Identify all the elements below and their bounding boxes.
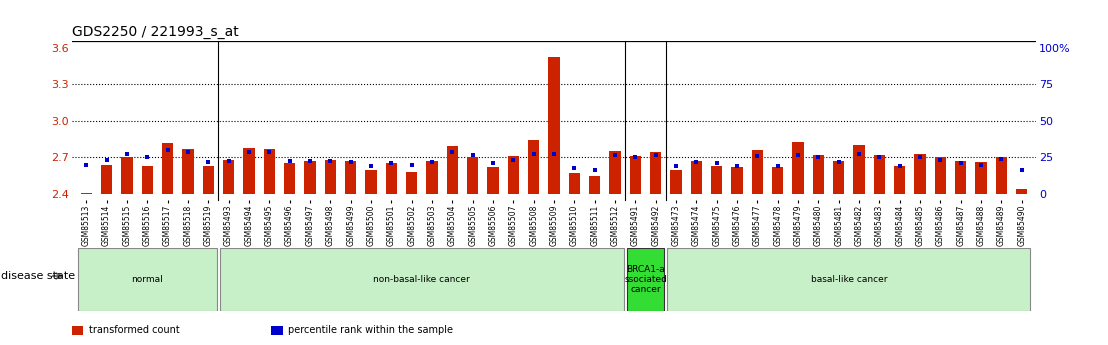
Bar <box>386 164 397 194</box>
Bar <box>690 161 702 194</box>
Bar <box>711 166 722 194</box>
Bar <box>284 164 295 194</box>
Bar <box>792 141 803 194</box>
Bar <box>731 167 742 194</box>
Text: BRCA1-a
ssociated
cancer: BRCA1-a ssociated cancer <box>624 265 667 294</box>
Bar <box>271 326 283 335</box>
Bar <box>325 160 336 194</box>
Bar <box>488 167 499 194</box>
Bar <box>507 156 519 194</box>
Bar <box>548 57 560 194</box>
Bar <box>81 193 92 194</box>
Bar <box>142 166 153 194</box>
Bar <box>72 326 83 335</box>
Bar <box>667 248 1030 310</box>
Bar <box>914 154 925 194</box>
Bar <box>975 162 986 194</box>
Bar <box>813 155 824 194</box>
Text: GDS2250 / 221993_s_at: GDS2250 / 221993_s_at <box>72 25 238 39</box>
Bar <box>244 148 255 194</box>
Bar <box>955 161 966 194</box>
Text: basal-like cancer: basal-like cancer <box>811 275 888 284</box>
Bar <box>427 161 438 194</box>
Bar <box>162 143 173 194</box>
Text: transformed count: transformed count <box>89 325 179 335</box>
Bar <box>447 146 458 194</box>
Bar <box>1016 189 1027 194</box>
Bar <box>935 157 946 194</box>
Bar <box>183 149 194 194</box>
Bar <box>305 161 316 194</box>
Bar <box>366 170 377 194</box>
Bar <box>833 161 844 194</box>
Bar <box>629 156 640 194</box>
Bar <box>345 161 357 194</box>
Bar <box>589 176 601 194</box>
Bar <box>772 167 783 194</box>
Bar <box>609 151 620 194</box>
Bar <box>101 165 112 194</box>
Bar <box>627 248 665 310</box>
Bar <box>996 157 1007 194</box>
Bar <box>650 152 661 194</box>
Bar <box>874 155 885 194</box>
Bar <box>203 166 214 194</box>
Bar <box>568 173 579 194</box>
Bar <box>220 248 624 310</box>
Bar <box>223 160 234 194</box>
Bar <box>406 172 418 194</box>
Bar <box>264 149 275 194</box>
Bar <box>122 157 133 194</box>
Bar <box>78 248 217 310</box>
Bar <box>853 145 864 194</box>
Bar <box>468 157 479 194</box>
Bar <box>529 140 540 194</box>
Text: percentile rank within the sample: percentile rank within the sample <box>288 325 453 335</box>
Text: non-basal-like cancer: non-basal-like cancer <box>373 275 470 284</box>
Text: normal: normal <box>132 275 163 284</box>
Bar <box>670 170 681 194</box>
Bar <box>751 150 763 194</box>
Bar <box>894 166 905 194</box>
Text: disease state: disease state <box>1 271 75 281</box>
